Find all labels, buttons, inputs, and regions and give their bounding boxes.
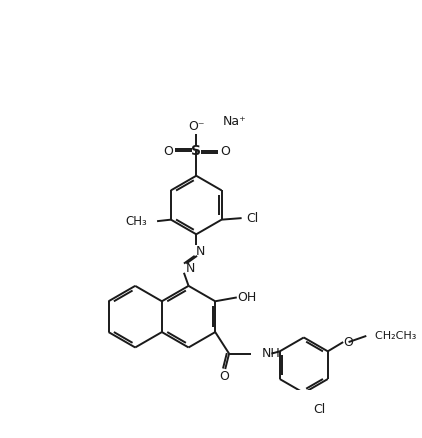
- Text: Cl: Cl: [313, 403, 325, 417]
- Text: O: O: [344, 336, 354, 349]
- Text: O: O: [163, 145, 173, 158]
- Text: NH: NH: [261, 347, 280, 360]
- Text: Na⁺: Na⁺: [223, 115, 247, 128]
- Text: OH: OH: [237, 291, 257, 304]
- Text: O: O: [220, 145, 230, 158]
- Text: O⁻: O⁻: [188, 120, 205, 133]
- Text: N: N: [196, 245, 206, 258]
- Text: Cl: Cl: [246, 212, 259, 225]
- Text: CH₃: CH₃: [125, 215, 147, 228]
- Text: O: O: [219, 370, 229, 383]
- Text: N: N: [185, 261, 195, 275]
- Text: CH₂CH₃: CH₂CH₃: [368, 331, 416, 341]
- Text: S: S: [191, 144, 201, 158]
